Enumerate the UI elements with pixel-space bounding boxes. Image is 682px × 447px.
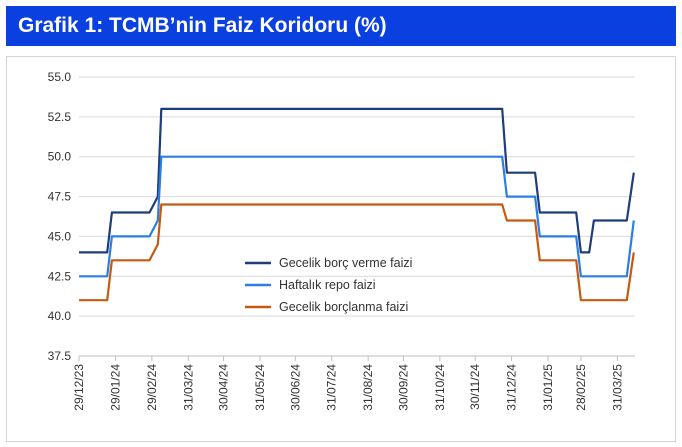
gridlines xyxy=(79,76,635,357)
x-axis xyxy=(78,355,635,361)
y-tick-label: 52.5 xyxy=(48,110,72,124)
x-tick-label: 31/01/25 xyxy=(541,364,555,411)
line-chart: 37.5 40.0 42.5 45.0 47.5 50.0 52.5 55.0 29/12/2… xyxy=(48,70,635,411)
x-tick-label: 31/12/24 xyxy=(505,364,519,411)
x-tick-label: 30/04/24 xyxy=(217,364,231,411)
x-tick-label: 31/07/24 xyxy=(325,364,339,411)
x-tick-label: 31/10/24 xyxy=(433,364,447,411)
y-tick-label: 40.0 xyxy=(48,309,72,323)
x-tick-label: 31/03/25 xyxy=(610,364,624,411)
x-tick-label: 30/06/24 xyxy=(288,364,302,411)
y-tick-label: 47.5 xyxy=(48,190,72,204)
legend-label: Gecelik borç verme faizi xyxy=(279,256,412,270)
x-tick-label: 31/08/24 xyxy=(361,364,375,411)
series-line-2 xyxy=(79,203,635,302)
y-axis-tick-labels: 37.5 40.0 42.5 45.0 47.5 50.0 52.5 55.0 xyxy=(48,70,72,363)
x-tick-label: 30/11/24 xyxy=(468,364,482,410)
x-tick-label: 29/02/24 xyxy=(145,364,159,411)
y-tick-label: 50.0 xyxy=(48,150,72,164)
y-tick-label: 55.0 xyxy=(48,70,72,84)
x-tick-label: 30/09/24 xyxy=(396,364,410,411)
chart-title: Grafik 1: TCMB’nin Faiz Koridoru (%) xyxy=(18,14,387,37)
series-lines xyxy=(79,107,635,302)
y-tick-label: 42.5 xyxy=(48,269,72,283)
x-tick-label: 31/03/24 xyxy=(181,364,195,411)
chart-title-bar: Grafik 1: TCMB’nin Faiz Koridoru (%) xyxy=(6,6,676,46)
series-line-1 xyxy=(79,155,635,278)
x-tick-label: 29/01/24 xyxy=(108,364,122,411)
x-tick-label: 28/02/25 xyxy=(574,364,588,411)
legend-label: Haftalık repo faizi xyxy=(279,278,376,292)
series-line-0 xyxy=(79,107,635,254)
legend-label: Gecelik borçlanma faizi xyxy=(279,300,408,314)
chart-container: 37.5 40.0 42.5 45.0 47.5 50.0 52.5 55.0 29/12/2… xyxy=(6,56,676,442)
legend: Gecelik borç verme faizi Haftalık repo fa… xyxy=(245,256,412,314)
x-tick-label: 31/05/24 xyxy=(253,364,267,411)
y-tick-label: 45.0 xyxy=(48,229,72,243)
x-axis-tick-labels: 29/12/23 29/01/24 29/02/24 31/03/24 30/04/24… xyxy=(72,364,624,411)
y-tick-label: 37.5 xyxy=(48,349,72,363)
x-tick-label: 29/12/23 xyxy=(72,364,86,411)
